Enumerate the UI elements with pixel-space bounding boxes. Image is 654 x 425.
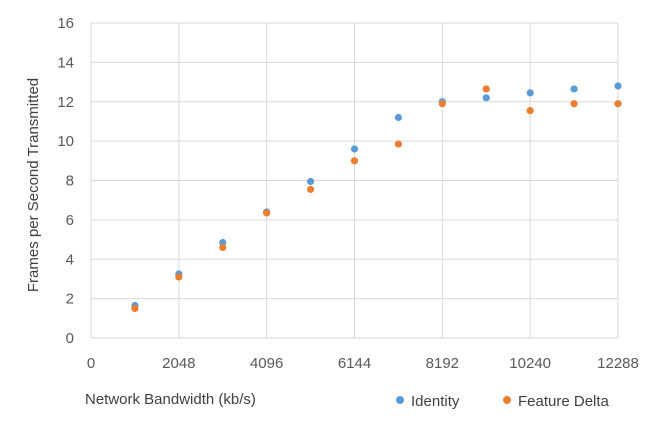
- point-feature-delta: [131, 304, 139, 313]
- x-tick-label: 10240: [509, 355, 551, 372]
- x-tick-label: 6144: [338, 355, 371, 372]
- point-feature-delta: [438, 100, 446, 108]
- x-tick-label: 2048: [162, 355, 195, 372]
- y-tick-label: 0: [66, 330, 74, 347]
- point-feature-delta: [526, 107, 534, 115]
- y-tick-label: 2: [66, 291, 74, 308]
- point-feature-delta: [614, 100, 622, 108]
- y-tick-label: 4: [66, 251, 74, 268]
- point-feature-delta: [482, 85, 490, 93]
- x-axis-title: Network Bandwidth (kb/s): [85, 391, 256, 408]
- x-tick-label: 12288: [597, 355, 639, 372]
- x-axis-tick-labels: 0 2048 4096 6144 8192 10240 12288: [87, 355, 639, 372]
- y-tick-label: 16: [57, 15, 74, 32]
- point-feature-delta: [263, 209, 271, 217]
- legend-marker-feature-delta: [503, 396, 511, 404]
- data-points: [131, 82, 622, 313]
- point-feature-delta: [570, 100, 578, 108]
- x-tick-label: 0: [87, 355, 95, 372]
- point-feature-delta: [394, 140, 403, 148]
- y-axis-tick-labels: 0 2 4 6 8 10 12 14 16: [57, 15, 74, 347]
- point-feature-delta: [350, 157, 359, 165]
- x-tick-label: 8192: [426, 355, 459, 372]
- y-tick-label: 8: [66, 173, 74, 190]
- point-identity: [306, 177, 315, 186]
- y-tick-label: 12: [57, 94, 74, 111]
- legend-marker-identity: [396, 396, 404, 404]
- point-identity: [219, 238, 227, 247]
- legend: Identity Feature Delta: [396, 393, 610, 410]
- legend-label-feature-delta: Feature Delta: [518, 393, 610, 410]
- y-axis-title: Frames per Second Transmitted: [25, 78, 42, 292]
- legend-label-identity: Identity: [411, 393, 460, 410]
- point-identity: [570, 85, 578, 93]
- point-feature-delta: [175, 273, 183, 281]
- point-feature-delta: [306, 185, 315, 193]
- point-identity: [394, 113, 403, 122]
- point-identity: [526, 89, 534, 97]
- y-tick-label: 6: [66, 212, 74, 229]
- y-tick-label: 10: [57, 133, 74, 150]
- point-feature-delta: [219, 243, 227, 252]
- y-tick-label: 14: [57, 54, 74, 71]
- x-tick-label: 4096: [250, 355, 283, 372]
- point-identity: [482, 94, 490, 102]
- point-identity: [614, 82, 622, 90]
- grid-lines: [90, 22, 619, 339]
- point-identity: [350, 145, 359, 153]
